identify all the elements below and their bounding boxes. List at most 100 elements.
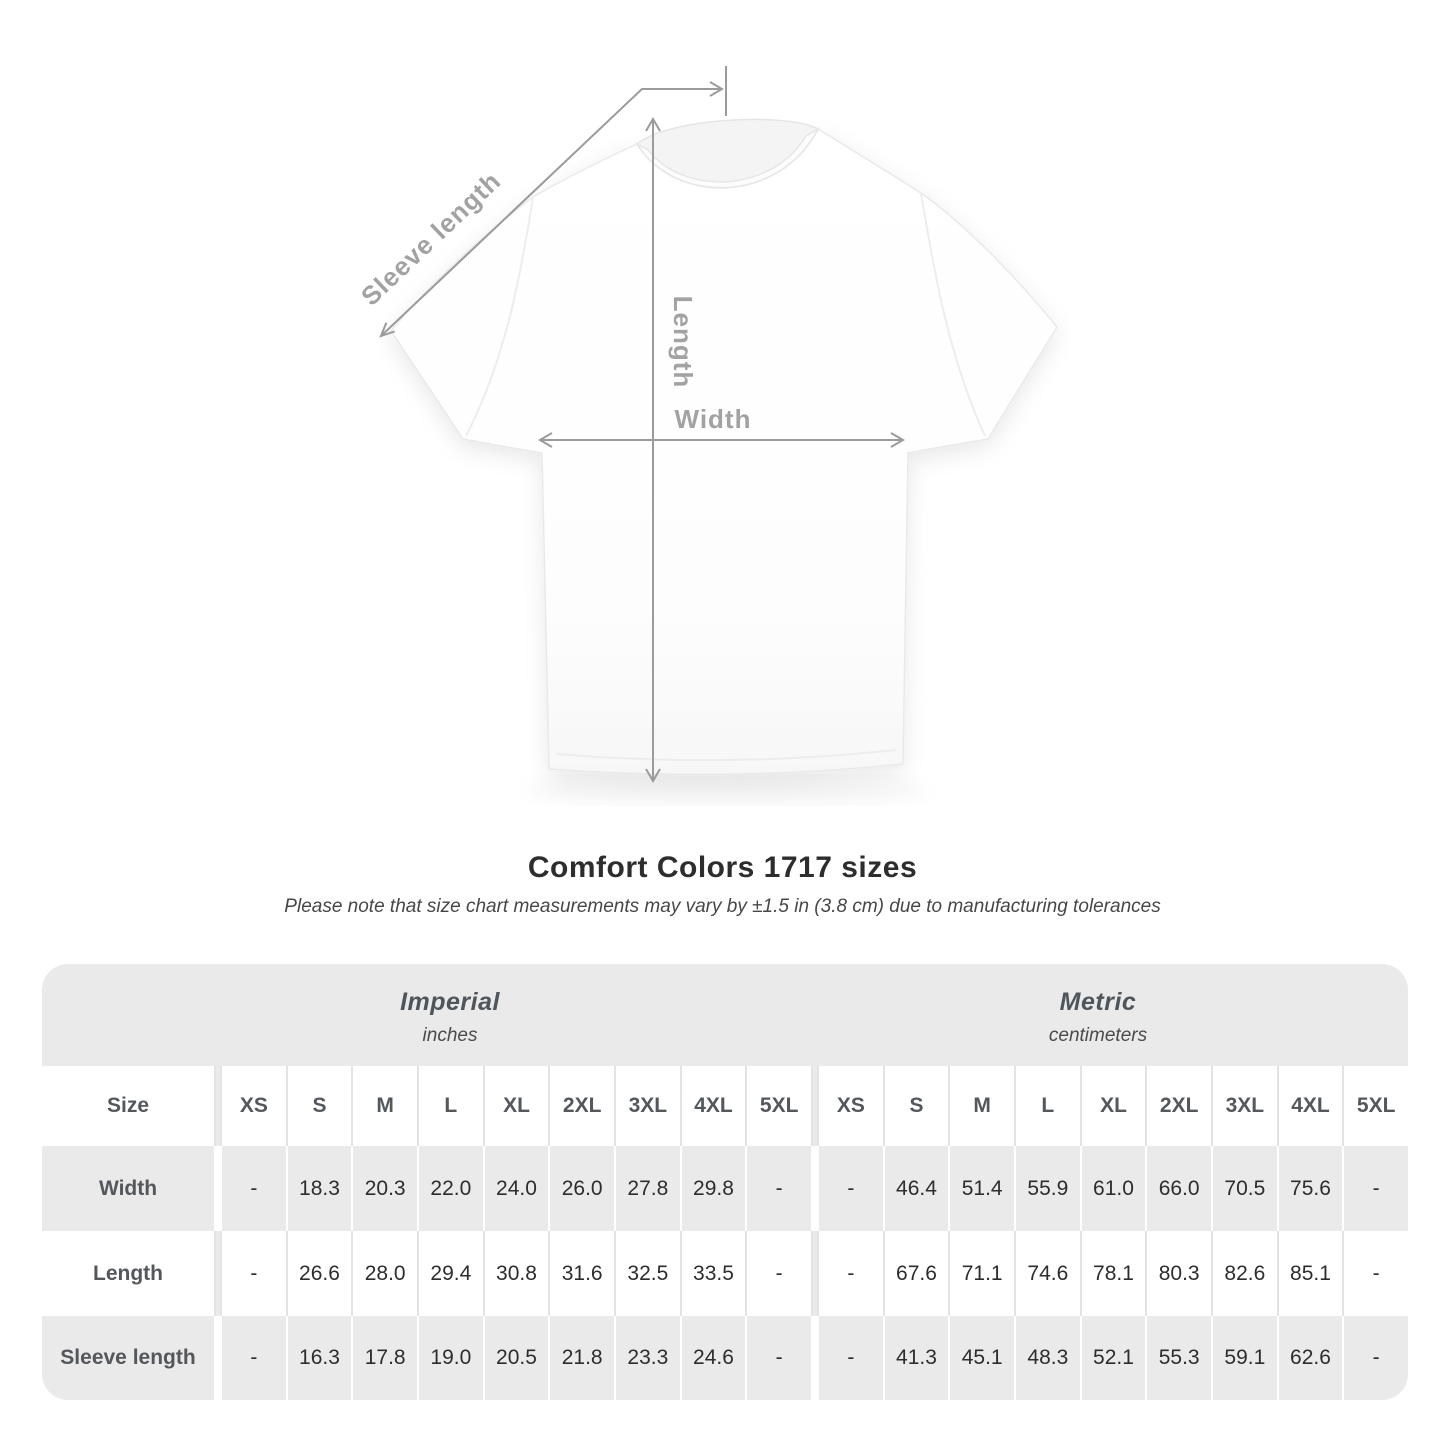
imperial-label: Imperial [400,988,500,1016]
value-cell: 30.8 [484,1231,549,1316]
value-cell: 80.3 [1147,1231,1211,1316]
value-cell: 20.3 [353,1146,417,1231]
value-cell: 21.8 [550,1316,614,1400]
column-separator [216,1316,220,1400]
value-cell: 48.3 [1016,1316,1080,1400]
value-cell: - [222,1231,286,1316]
value-cell: 27.8 [616,1146,680,1231]
value-cell: 82.6 [1213,1231,1277,1316]
value-cell: - [747,1316,811,1400]
value-cell: - [1344,1316,1408,1400]
value-cell: - [747,1231,811,1316]
value-cell: - [747,1146,811,1231]
size-col-header: 5XL [747,1066,811,1146]
tshirt-diagram-svg: Sleeve length Length Width [355,66,1058,803]
value-cell: 62.6 [1278,1316,1343,1400]
width-arrowhead-left [538,432,553,448]
width-label: Width [675,404,752,434]
value-cell: 20.5 [484,1316,549,1400]
size-col-header: L [419,1066,483,1146]
row-label: Width [42,1146,214,1231]
value-cell: 22.0 [419,1146,483,1231]
value-cell: - [819,1146,883,1231]
value-cell: 61.0 [1081,1146,1146,1231]
column-separator [216,1231,220,1316]
value-cell: - [819,1316,883,1400]
value-cell: - [1344,1231,1408,1316]
value-cell: 70.5 [1213,1146,1277,1231]
value-cell: 33.5 [681,1231,746,1316]
value-cell: 17.8 [353,1316,417,1400]
size-col-header: 2XL [1147,1066,1211,1146]
value-cell: 26.0 [550,1146,614,1231]
size-col-header: S [884,1066,949,1146]
size-header-row: Size XS S M L XL 2XL 3XL 4XL 5XL XS S M L XL 2XL 3XL 4XL 5… [42,1066,1408,1146]
value-cell: 52.1 [1081,1316,1146,1400]
row-label: Length [42,1231,214,1316]
metric-label: Metric [1059,988,1137,1016]
value-cell: 55.3 [1147,1316,1211,1400]
page-title: Comfort Colors 1717 sizes [527,851,918,884]
value-cell: 66.0 [1147,1146,1211,1231]
value-cell: - [1344,1146,1408,1231]
size-col-header: XS [819,1066,883,1146]
value-cell: 24.0 [484,1146,549,1231]
value-cell: 29.8 [681,1146,746,1231]
value-cell: - [222,1146,286,1231]
value-cell: 24.6 [681,1316,746,1400]
length-label: Length [668,296,698,389]
value-cell: 45.1 [950,1316,1014,1400]
size-col-header: 3XL [1213,1066,1277,1146]
metric-group-header: Metric centimeters [788,988,1408,1047]
value-cell: 26.6 [287,1231,352,1316]
table-row-sleeve-length: Sleeve length -16.3 17.8 19.0 20.5 21.8 23.3 24… [42,1316,1408,1400]
tshirt-graphic [390,118,1058,776]
size-col-header: L [1016,1066,1080,1146]
size-col-header: 4XL [681,1066,746,1146]
value-cell: 18.3 [287,1146,352,1231]
value-cell: 71.1 [950,1231,1014,1316]
column-separator [216,1146,220,1231]
value-cell: 78.1 [1081,1231,1146,1316]
size-col-header: XL [1081,1066,1146,1146]
column-separator [216,1066,220,1146]
value-cell: 41.3 [884,1316,949,1400]
size-col-header: M [950,1066,1014,1146]
column-separator [813,1146,817,1231]
size-col-header: XL [484,1066,549,1146]
table-row-length: Length -26.6 28.0 29.4 30.8 31.6 32.5 33.5- -67.… [42,1231,1408,1316]
value-cell: 74.6 [1016,1231,1080,1316]
table-row-width: Width -18.3 20.3 22.0 24.0 26.0 27.8 29.8- -46.4… [42,1146,1408,1231]
value-cell: 75.6 [1278,1146,1343,1231]
value-cell: 85.1 [1278,1231,1343,1316]
value-cell: 23.3 [616,1316,680,1400]
value-cell: 16.3 [287,1316,352,1400]
row-label: Sleeve length [42,1316,214,1400]
sleeve-arrowhead-right [709,81,724,97]
value-cell: 31.6 [550,1231,614,1316]
sleeve-length-arrow [380,88,722,337]
size-col-header: XS [222,1066,286,1146]
value-cell: 28.0 [353,1231,417,1316]
metric-unit-label: centimeters [1048,1025,1148,1046]
value-cell: 19.0 [419,1316,483,1400]
value-cell: 55.9 [1016,1146,1080,1231]
imperial-group-header: Imperial inches [42,988,858,1047]
sleeve-arrowhead-left [379,322,395,338]
imperial-unit-label: inches [422,1025,478,1046]
value-cell: - [222,1316,286,1400]
value-cell: - [819,1231,883,1316]
size-header-label: Size [42,1066,214,1146]
size-col-header: M [353,1066,417,1146]
tolerance-note: Please note that size chart measurements… [284,896,1161,917]
size-col-header: 3XL [616,1066,680,1146]
size-col-header: 4XL [1278,1066,1343,1146]
shirt-ground-shadow [527,777,927,803]
value-cell: 32.5 [616,1231,680,1316]
value-cell: 59.1 [1213,1316,1277,1400]
value-cell: 46.4 [884,1146,949,1231]
size-col-header: S [287,1066,352,1146]
unit-header-row: Imperial inches Metric centimeters [42,964,1408,1066]
value-cell: 29.4 [419,1231,483,1316]
size-col-header: 5XL [1344,1066,1408,1146]
